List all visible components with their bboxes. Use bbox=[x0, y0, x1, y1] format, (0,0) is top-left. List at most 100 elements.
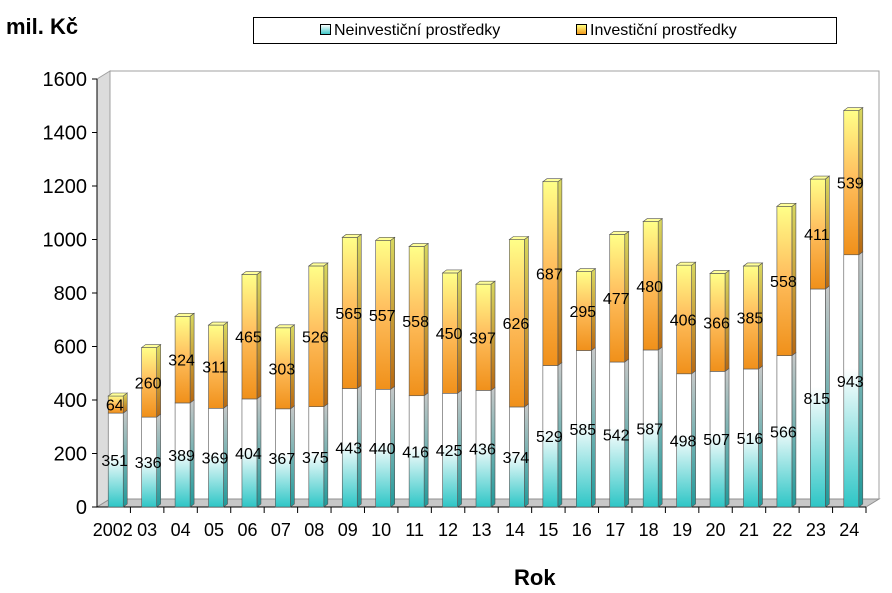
bar-top bbox=[842, 107, 864, 111]
bar-top bbox=[475, 280, 496, 285]
data-label-investment: 565 bbox=[335, 306, 362, 323]
x-tick-label: 19 bbox=[672, 520, 692, 540]
bar-stack bbox=[575, 268, 597, 508]
data-label-investment: 465 bbox=[235, 330, 262, 347]
bar-stack bbox=[408, 242, 430, 508]
data-label-investment: 539 bbox=[837, 176, 864, 193]
bar-top bbox=[642, 218, 664, 222]
x-tick-label: 06 bbox=[237, 520, 257, 540]
bar-stack bbox=[174, 312, 195, 508]
bar-stack bbox=[274, 324, 296, 508]
y-tick-label: 0 bbox=[76, 497, 87, 519]
data-label-investment: 557 bbox=[369, 308, 396, 325]
data-label-investment: 397 bbox=[469, 330, 496, 347]
y-tick-label: 400 bbox=[54, 390, 87, 412]
legend-label-noninvestment: Neinvestiční prostředky bbox=[334, 22, 501, 39]
y-tick-label: 1000 bbox=[43, 230, 88, 252]
data-label-investment: 295 bbox=[569, 304, 596, 321]
data-label-investment: 480 bbox=[636, 279, 663, 296]
bar-stack bbox=[842, 106, 864, 508]
data-label-noninvestment: 389 bbox=[168, 448, 195, 465]
bar-top bbox=[274, 324, 296, 329]
data-label-investment: 385 bbox=[737, 310, 764, 327]
x-tick-label: 17 bbox=[605, 520, 625, 540]
legend-item-investment: Investiční prostředky bbox=[576, 22, 737, 40]
data-label-investment: 477 bbox=[603, 291, 630, 308]
y-axis: 0 200 400 600 800 1000 1200 1400 1600 bbox=[43, 69, 98, 519]
bar-stack bbox=[374, 236, 396, 508]
x-tick-label: 05 bbox=[204, 520, 224, 540]
data-label-noninvestment: 369 bbox=[202, 451, 229, 468]
data-label-noninvestment: 516 bbox=[737, 431, 764, 448]
x-tick-label: 23 bbox=[806, 520, 826, 540]
data-label-noninvestment: 416 bbox=[402, 444, 429, 461]
bar-top bbox=[107, 392, 129, 397]
bar-top bbox=[140, 344, 162, 348]
x-tick-label: 04 bbox=[171, 520, 191, 540]
bar-side-investment bbox=[122, 392, 128, 414]
data-label-investment: 558 bbox=[770, 274, 797, 291]
x-axis: 2002 03 04 05 06 07 08 09 10 11 12 13 14 15 16 17 18 19 20… bbox=[93, 506, 867, 540]
x-tick-label: 08 bbox=[304, 520, 324, 540]
bar-top bbox=[776, 203, 797, 207]
legend-swatch-investment bbox=[576, 24, 587, 36]
bar-top bbox=[541, 178, 563, 183]
bar-top bbox=[508, 236, 530, 240]
data-label-investment: 558 bbox=[402, 314, 429, 331]
bar-stack bbox=[742, 262, 764, 508]
bar-top bbox=[174, 312, 195, 317]
y-tick-label: 200 bbox=[54, 444, 87, 466]
y-tick-label: 600 bbox=[54, 337, 87, 359]
bar-top bbox=[809, 175, 831, 180]
data-label-noninvestment: 498 bbox=[670, 433, 697, 450]
bar-top bbox=[307, 262, 329, 267]
x-tick-label: 21 bbox=[739, 520, 759, 540]
data-label-noninvestment: 375 bbox=[302, 450, 329, 467]
data-label-noninvestment: 587 bbox=[636, 421, 663, 438]
x-tick-label: 13 bbox=[471, 520, 491, 540]
bar-stack bbox=[107, 392, 129, 508]
x-tick-label: 14 bbox=[505, 520, 525, 540]
bar-stack bbox=[675, 261, 697, 508]
x-tick-label: 16 bbox=[572, 520, 592, 540]
data-label-investment: 450 bbox=[436, 326, 463, 343]
legend-swatch-noninvestment bbox=[320, 24, 331, 36]
data-label-investment: 366 bbox=[703, 315, 730, 332]
legend: Neinvestiční prostředky Investiční prost… bbox=[253, 17, 837, 44]
bar-top bbox=[408, 243, 430, 247]
bar-top bbox=[675, 261, 697, 266]
x-tick-label: 15 bbox=[538, 520, 558, 540]
bar-stack bbox=[241, 270, 262, 508]
bar-top bbox=[742, 262, 764, 267]
x-tick-label: 2002 bbox=[93, 520, 133, 540]
bar-top bbox=[207, 321, 229, 326]
x-tick-label: 07 bbox=[271, 520, 291, 540]
data-label-noninvestment: 815 bbox=[803, 391, 830, 408]
x-tick-label: 10 bbox=[371, 520, 391, 540]
y-tick-label: 1600 bbox=[43, 69, 88, 91]
data-label-investment: 303 bbox=[269, 361, 296, 378]
bar-stack bbox=[140, 343, 162, 508]
bar-top bbox=[241, 271, 262, 275]
bar-top bbox=[709, 270, 730, 274]
data-label-investment: 260 bbox=[135, 375, 162, 392]
bar-stack bbox=[809, 175, 831, 508]
data-label-noninvestment: 367 bbox=[269, 451, 296, 468]
bars bbox=[107, 106, 864, 508]
y-tick-label: 800 bbox=[54, 283, 87, 305]
x-tick-label: 12 bbox=[438, 520, 458, 540]
x-tick-label: 09 bbox=[338, 520, 358, 540]
x-tick-label: 22 bbox=[772, 520, 792, 540]
data-label-noninvestment: 336 bbox=[135, 455, 162, 472]
x-tick-label: 03 bbox=[137, 520, 157, 540]
bar-stack bbox=[642, 217, 664, 508]
data-label-noninvestment: 943 bbox=[837, 374, 864, 391]
x-tick-label: 11 bbox=[405, 520, 424, 540]
data-label-investment: 687 bbox=[536, 267, 563, 284]
data-label-noninvestment: 440 bbox=[369, 441, 396, 458]
bar-stack bbox=[207, 321, 229, 508]
data-label-investment: 311 bbox=[202, 360, 228, 377]
data-label-noninvestment: 507 bbox=[703, 432, 730, 449]
bar-stack bbox=[608, 230, 630, 508]
data-label-investment: 324 bbox=[168, 353, 195, 370]
